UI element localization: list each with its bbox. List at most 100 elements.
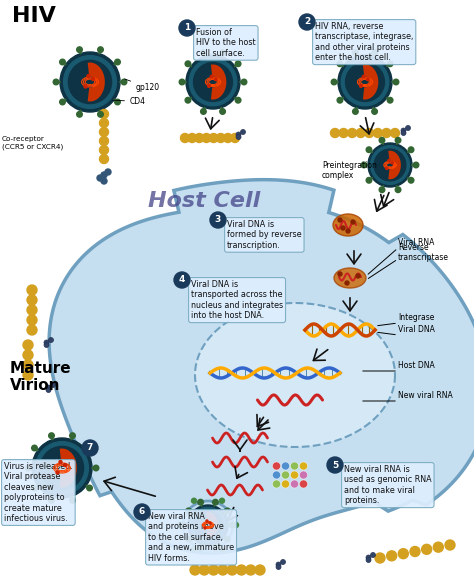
Circle shape	[46, 385, 51, 390]
Text: Host DNA: Host DNA	[398, 361, 435, 370]
Circle shape	[48, 338, 54, 342]
Circle shape	[56, 471, 59, 474]
Circle shape	[49, 498, 55, 503]
Circle shape	[195, 134, 204, 142]
Text: 7: 7	[87, 444, 93, 452]
Circle shape	[98, 111, 103, 117]
Circle shape	[374, 128, 383, 138]
Ellipse shape	[334, 268, 366, 288]
Circle shape	[282, 462, 290, 470]
Circle shape	[235, 97, 241, 103]
Circle shape	[209, 565, 219, 575]
Circle shape	[235, 61, 241, 67]
Circle shape	[273, 480, 281, 488]
Circle shape	[371, 146, 410, 185]
Circle shape	[198, 499, 203, 505]
Circle shape	[330, 128, 339, 138]
Circle shape	[209, 522, 211, 524]
Circle shape	[291, 462, 299, 470]
Circle shape	[276, 562, 281, 567]
Circle shape	[23, 350, 33, 360]
Text: 5: 5	[332, 461, 338, 469]
Circle shape	[356, 128, 365, 138]
Circle shape	[60, 99, 65, 105]
Circle shape	[395, 187, 401, 193]
Polygon shape	[88, 63, 105, 101]
Text: HIV: HIV	[12, 6, 56, 26]
Circle shape	[219, 498, 225, 503]
Circle shape	[91, 77, 94, 80]
Circle shape	[338, 272, 342, 276]
Circle shape	[395, 138, 401, 143]
Circle shape	[379, 187, 385, 193]
Circle shape	[44, 342, 49, 347]
Circle shape	[209, 134, 218, 142]
Circle shape	[366, 555, 371, 560]
Circle shape	[413, 162, 419, 168]
Circle shape	[32, 445, 37, 451]
Circle shape	[181, 522, 187, 528]
Circle shape	[331, 79, 337, 85]
Circle shape	[371, 553, 375, 557]
Circle shape	[346, 63, 384, 101]
Text: Integrase: Integrase	[398, 313, 434, 322]
Circle shape	[210, 212, 226, 228]
Circle shape	[101, 178, 107, 184]
Circle shape	[339, 128, 348, 138]
Circle shape	[208, 85, 210, 87]
Circle shape	[356, 274, 360, 278]
Circle shape	[351, 220, 355, 224]
Circle shape	[60, 52, 120, 112]
Circle shape	[59, 461, 62, 464]
Circle shape	[177, 523, 182, 527]
Circle shape	[27, 285, 37, 295]
Text: Viral DNA is
formed by reverse
transcription.: Viral DNA is formed by reverse transcrip…	[227, 220, 301, 250]
Circle shape	[100, 110, 109, 118]
Circle shape	[229, 522, 235, 528]
Circle shape	[219, 547, 225, 552]
Circle shape	[134, 504, 150, 520]
Circle shape	[199, 565, 210, 575]
Circle shape	[237, 565, 246, 575]
Circle shape	[97, 175, 103, 181]
Circle shape	[53, 79, 59, 85]
Circle shape	[345, 281, 349, 285]
Circle shape	[191, 547, 197, 552]
Circle shape	[386, 167, 388, 169]
Circle shape	[201, 50, 206, 55]
Circle shape	[236, 132, 241, 137]
Circle shape	[225, 508, 230, 514]
Circle shape	[234, 523, 238, 527]
Circle shape	[273, 471, 281, 479]
Circle shape	[100, 118, 109, 128]
Circle shape	[191, 498, 197, 503]
Circle shape	[77, 47, 82, 53]
Circle shape	[93, 465, 99, 471]
Circle shape	[100, 155, 109, 163]
Text: Viral RNA: Viral RNA	[398, 238, 434, 247]
Circle shape	[282, 471, 290, 479]
Circle shape	[240, 130, 246, 135]
Circle shape	[51, 383, 55, 387]
Circle shape	[213, 499, 218, 505]
Text: New viral RNA is
used as genomic RNA
and to make viral
proteins.: New viral RNA is used as genomic RNA and…	[344, 465, 432, 505]
Circle shape	[25, 465, 31, 471]
Text: Viral DNA: Viral DNA	[398, 325, 435, 334]
Circle shape	[366, 78, 369, 81]
Circle shape	[341, 58, 389, 105]
Circle shape	[204, 527, 206, 529]
Circle shape	[360, 85, 362, 87]
Circle shape	[32, 438, 92, 498]
Circle shape	[188, 505, 228, 545]
Circle shape	[49, 433, 55, 438]
Circle shape	[191, 507, 226, 543]
Circle shape	[361, 162, 367, 168]
Text: CD4: CD4	[113, 97, 146, 106]
Circle shape	[32, 485, 37, 491]
Circle shape	[405, 125, 410, 131]
Text: Co-receptor
(CCR5 or CXCR4): Co-receptor (CCR5 or CXCR4)	[2, 136, 63, 149]
Text: New viral RNA
and proteins move
to the cell surface,
and a new, immature
HIV for: New viral RNA and proteins move to the c…	[148, 512, 234, 563]
Circle shape	[347, 128, 356, 138]
Circle shape	[433, 542, 443, 552]
Circle shape	[179, 79, 185, 85]
